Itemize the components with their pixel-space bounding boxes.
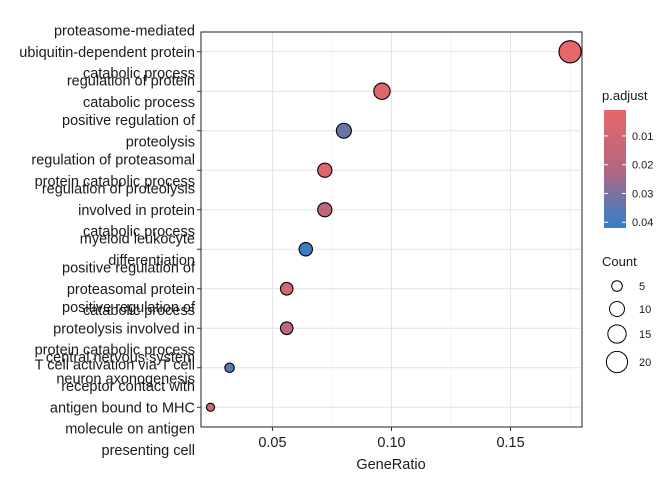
category-label-line: protein catabolic process xyxy=(35,343,195,359)
size-legend-circle xyxy=(605,350,629,374)
category-label-line: proteasomal protein xyxy=(67,282,195,298)
x-axis: 0.05 0.10 0.15 xyxy=(258,427,525,451)
category-label-line: regulation of proteasomal xyxy=(31,153,195,169)
size-legend-circle xyxy=(607,324,627,344)
plot-panel xyxy=(200,31,583,428)
color-tick-label: 0.02 xyxy=(632,160,653,172)
category-label-line: molecule on antigen xyxy=(65,422,195,438)
category-label-line: positive regulation of xyxy=(62,300,196,316)
size-legend-circle xyxy=(611,280,623,292)
points xyxy=(205,40,582,412)
y-axis-labels: proteasome-mediated ubiquitin-dependent p… xyxy=(19,23,201,459)
category-label-line: positive regulation of xyxy=(62,113,196,129)
category-label: proteasome-mediated ubiquitin-dependent p… xyxy=(19,23,195,82)
category-label-line: receptor contact with xyxy=(61,379,195,395)
category-label-line: protein catabolic process xyxy=(35,174,195,190)
size-legend: Count 5 10 15 20 xyxy=(602,254,651,374)
color-legend-title: p.adjust xyxy=(602,88,648,103)
category-label-line: regulation of protein xyxy=(67,74,195,90)
category-label-line: proteasome-mediated xyxy=(54,23,195,39)
size-legend-circle xyxy=(609,301,625,317)
category-label-line: myeloid leukocyte xyxy=(80,232,195,248)
category-label-line: central nervous system xyxy=(46,350,195,366)
x-tick-label: 0.05 xyxy=(258,435,286,451)
data-point xyxy=(558,40,582,64)
size-legend-label: 5 xyxy=(639,281,645,293)
x-axis-title: GeneRatio xyxy=(356,457,425,473)
category-label-line: proteolysis involved in xyxy=(53,321,195,337)
category-label-line: ubiquitin-dependent protein xyxy=(19,45,195,61)
category-label: regulation of proteolysis involved in pro… xyxy=(42,181,195,240)
size-legend-items: 5 10 15 20 xyxy=(605,280,651,374)
category-label-line: proteolysis xyxy=(126,134,195,150)
category-label-line: antigen bound to MHC xyxy=(50,400,195,416)
category-label: myeloid leukocyte differentiation xyxy=(80,232,195,269)
category-label-line: neuron axonogenesis xyxy=(56,371,195,387)
category-label: positive regulation of proteasomal protei… xyxy=(62,260,196,319)
size-legend-title: Count xyxy=(602,254,637,269)
color-tick-label: 0.03 xyxy=(632,188,653,200)
category-label-line: involved in protein xyxy=(78,203,195,219)
category-label-line: T cell activation via T cell xyxy=(35,358,195,374)
x-tick-label: 0.10 xyxy=(377,435,405,451)
color-tick-label: 0.01 xyxy=(632,131,653,143)
data-point xyxy=(373,82,391,101)
category-label-line: catabolic process xyxy=(83,303,195,319)
category-label: regulation of protein catabolic process xyxy=(67,74,195,111)
data-point xyxy=(279,281,294,296)
category-label-line: catabolic process xyxy=(83,95,195,111)
category-label: T cell activation via T cell receptor con… xyxy=(35,358,195,459)
gridlines xyxy=(201,32,582,427)
category-label: regulation of proteasomal protein catabol… xyxy=(31,153,195,190)
data-point xyxy=(205,402,216,412)
data-point xyxy=(317,202,333,218)
data-point xyxy=(224,362,235,374)
size-legend-label: 15 xyxy=(639,329,651,341)
data-point xyxy=(317,162,333,178)
x-tick-label: 0.15 xyxy=(496,435,524,451)
color-legend-bar xyxy=(604,110,626,228)
category-label: positive regulation of proteolysis xyxy=(62,113,196,150)
category-label-line: differentiation xyxy=(108,253,195,269)
color-tick-label: 0.04 xyxy=(632,217,653,229)
category-label-line: positive regulation of xyxy=(62,260,196,276)
data-point xyxy=(298,242,314,257)
category-label-line: regulation of proteolysis xyxy=(42,181,195,197)
size-legend-label: 10 xyxy=(639,304,651,316)
data-point xyxy=(335,122,352,139)
category-label: central nervous system neuron axonogenesi… xyxy=(46,350,195,387)
data-point xyxy=(279,321,294,336)
category-label-line: presenting cell xyxy=(102,443,196,459)
size-legend-label: 20 xyxy=(639,357,651,369)
category-label: positive regulation of proteolysis involv… xyxy=(35,300,196,359)
color-legend-ticks: 0.01 0.02 0.03 0.04 xyxy=(604,131,653,229)
color-legend: p.adjust 0.01 0.02 0.03 0.04 xyxy=(602,88,653,229)
category-label-line: catabolic process xyxy=(83,224,195,240)
category-label-line: catabolic process xyxy=(83,66,195,82)
